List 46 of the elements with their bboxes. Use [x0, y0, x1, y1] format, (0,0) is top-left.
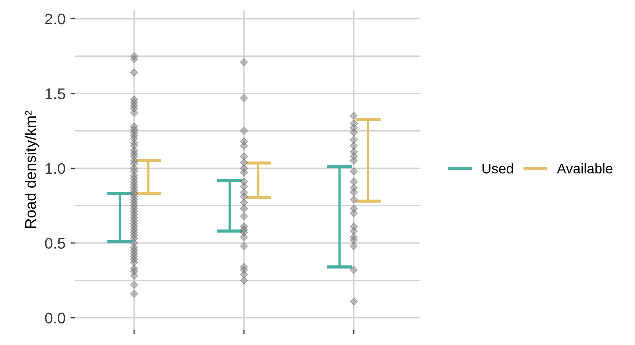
- point: [350, 236, 358, 244]
- point: [240, 58, 248, 66]
- y-tick-label: 0.0: [45, 312, 66, 324]
- point: [240, 276, 248, 285]
- y-tick-label: 0.5: [45, 238, 66, 249]
- point: [350, 196, 358, 204]
- point: [130, 68, 138, 77]
- point: [350, 112, 358, 120]
- y-axis-title: Road density/km²: [24, 110, 40, 228]
- point: [350, 266, 358, 274]
- point: [240, 270, 248, 279]
- y-tick-label: 1.0: [46, 163, 66, 174]
- point: [130, 109, 138, 118]
- point: [240, 242, 248, 250]
- point: [350, 168, 358, 176]
- legend-label: Available: [557, 164, 613, 174]
- point: [130, 272, 138, 280]
- point: [240, 182, 248, 190]
- point: [130, 258, 138, 267]
- point: [240, 169, 248, 177]
- point: [240, 198, 248, 207]
- legend-label: Used: [482, 164, 514, 174]
- point: [240, 204, 248, 213]
- point: [350, 178, 358, 186]
- point: [350, 209, 358, 218]
- point: [350, 142, 358, 150]
- point: [240, 212, 248, 220]
- point: [240, 233, 248, 242]
- point: [350, 242, 358, 250]
- point: [130, 281, 138, 290]
- point: [350, 188, 358, 196]
- point: [350, 298, 358, 306]
- point: [240, 152, 248, 160]
- point: [240, 94, 248, 102]
- point: [350, 136, 358, 144]
- point: [240, 192, 248, 201]
- point: [350, 227, 358, 236]
- point: [240, 158, 248, 166]
- y-tick-label: 2.0: [46, 14, 66, 25]
- point: [350, 157, 358, 165]
- y-tick-label: 1.5: [46, 88, 66, 100]
- point: [130, 55, 138, 64]
- point: [240, 127, 248, 136]
- point: [240, 142, 248, 150]
- point: [130, 290, 138, 298]
- point: [350, 128, 358, 137]
